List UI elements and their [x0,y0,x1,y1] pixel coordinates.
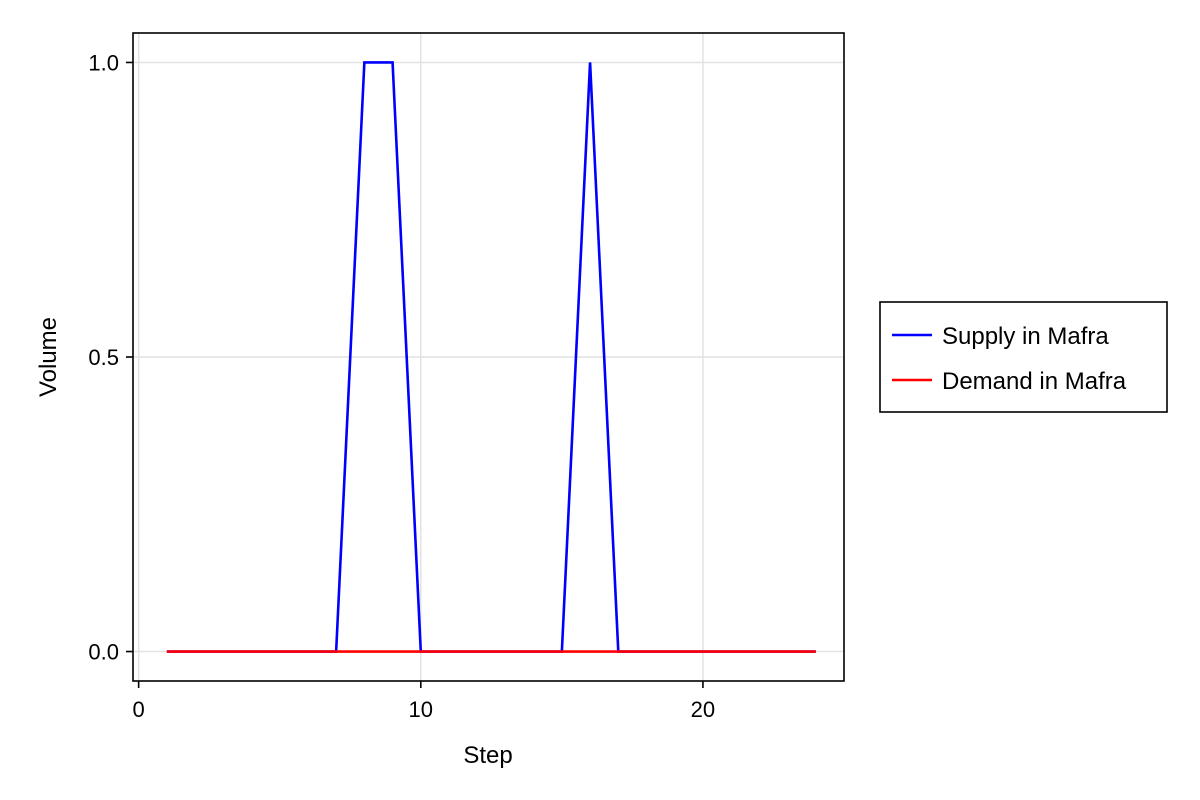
x-tick-label: 0 [133,697,145,722]
grid-layer [133,33,844,681]
x-tick-label: 10 [409,697,433,722]
legend: Supply in Mafra Demand in Mafra [879,301,1168,413]
y-tick-label: 0.0 [88,640,119,665]
y-axis-title: Volume [35,317,62,397]
legend-items: Supply in Mafra Demand in Mafra [892,323,1127,395]
series-layer [166,61,816,653]
legend-box [879,301,1168,413]
y-tick-label: 1.0 [88,50,119,75]
y-tick-label: 0.5 [88,345,119,370]
ticks-layer: 0 10 20 0.0 0.5 1.0 [88,50,715,722]
legend-label-1: Demand in Mafra [942,368,1127,395]
legend-label-0: Supply in Mafra [942,323,1109,350]
x-tick-label: 20 [691,697,715,722]
x-axis-title: Step [463,742,512,769]
